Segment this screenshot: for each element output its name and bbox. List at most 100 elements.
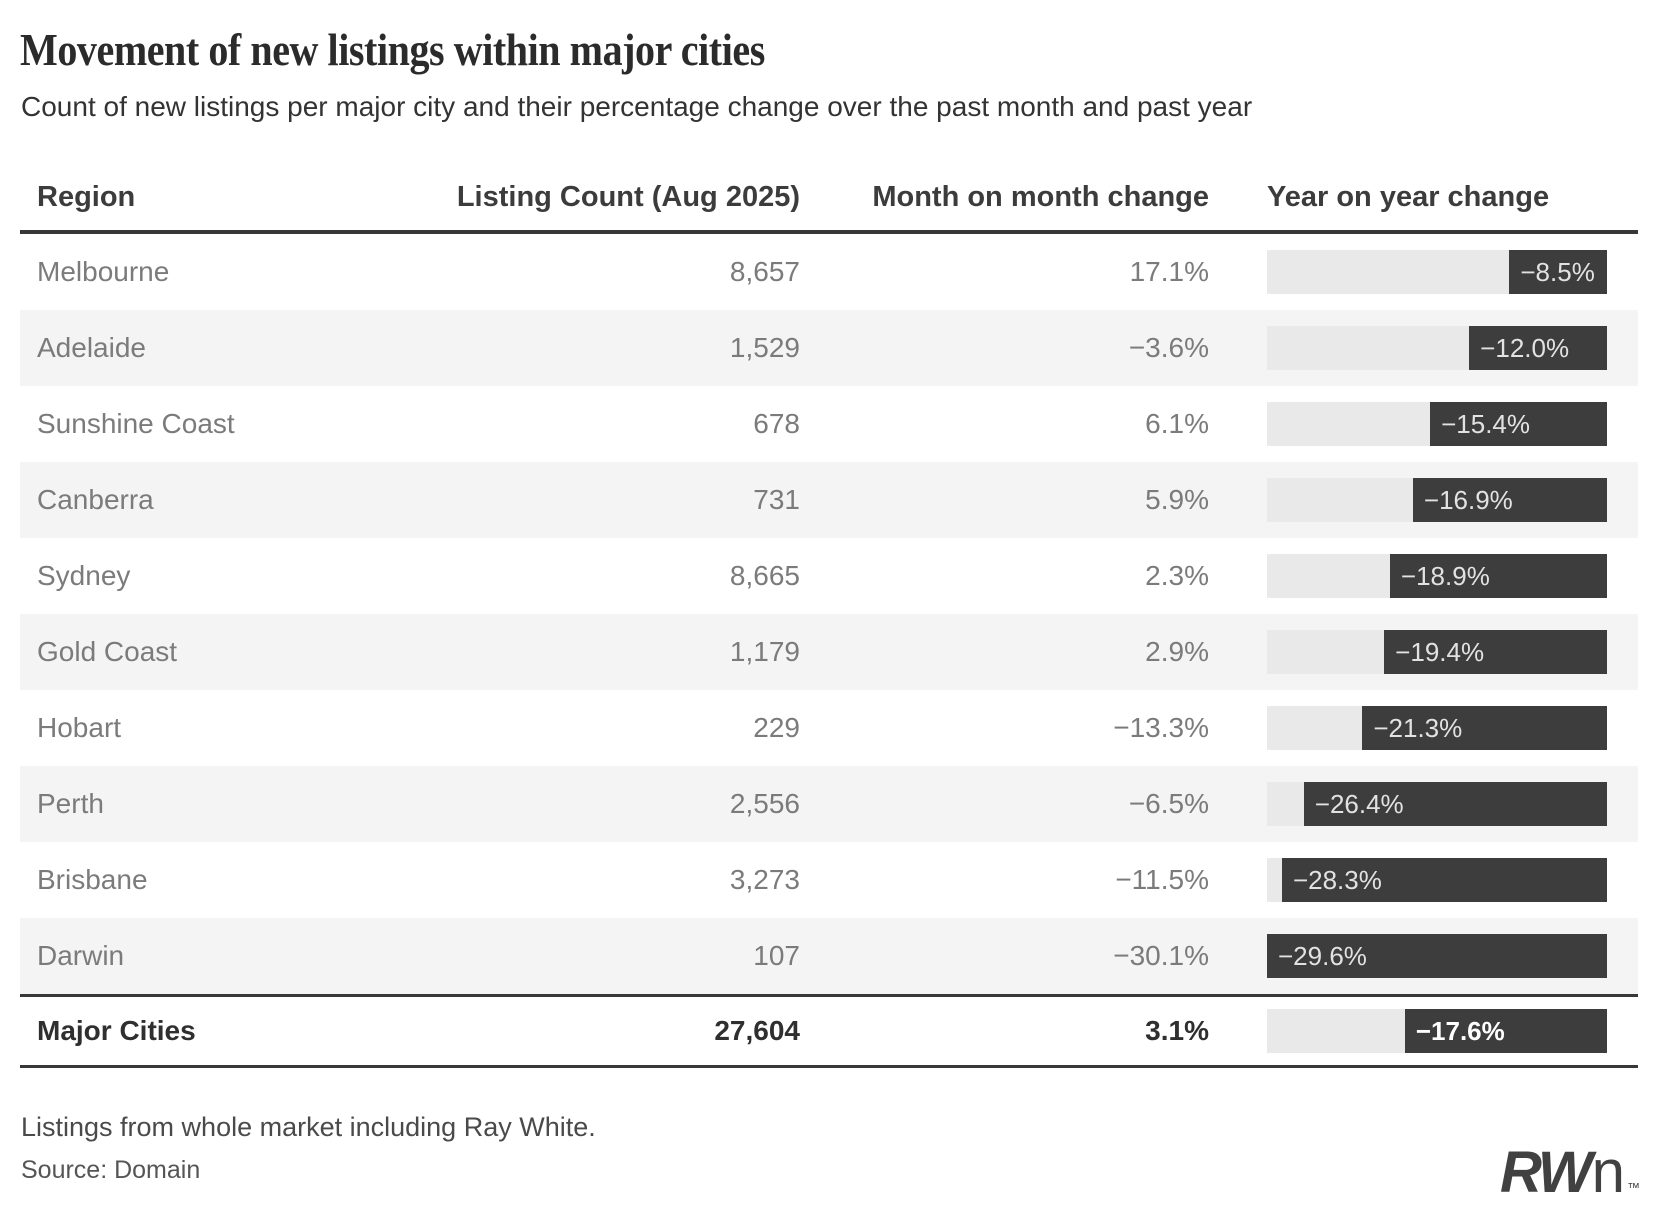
rwn-logo: RWn ™ — [1500, 1142, 1640, 1202]
mom-change-cell: −13.3% — [1113, 712, 1209, 744]
region-cell: Adelaide — [37, 332, 146, 364]
yoy-bar-label: −29.6% — [1278, 940, 1367, 971]
yoy-change-cell: −26.4% — [1209, 782, 1638, 827]
yoy-bar: −8.5% — [1509, 250, 1607, 295]
column-header-region: Region — [37, 181, 136, 214]
yoy-bar: −12.0% — [1469, 326, 1607, 371]
yoy-bar-track: −17.6% — [1267, 1009, 1607, 1054]
listing-count-cell: 1,179 — [729, 636, 800, 668]
table-row: Sunshine Coast 678 6.1% −15.4% — [20, 386, 1638, 462]
yoy-bar-label: −17.6% — [1415, 1015, 1505, 1046]
footnote: Listings from whole market including Ray… — [21, 1112, 596, 1143]
listings-table: Region Listing Count (Aug 2025) Month on… — [20, 171, 1638, 1069]
mom-change-cell: 3.1% — [1145, 1015, 1209, 1047]
region-cell: Gold Coast — [37, 636, 178, 668]
yoy-change-cell: −29.6% — [1209, 934, 1638, 979]
yoy-bar-label: −18.9% — [1400, 560, 1490, 591]
column-header-listing-count: Listing Count (Aug 2025) — [456, 181, 800, 214]
table-row: Canberra 731 5.9% −16.9% — [20, 462, 1638, 539]
table-row: Hobart 229 −13.3% −21.3% — [20, 690, 1638, 766]
yoy-bar: −18.9% — [1389, 554, 1607, 599]
yoy-bar: −29.6% — [1267, 934, 1607, 979]
region-cell: Major Cities — [37, 1015, 196, 1047]
yoy-bar-label: −26.4% — [1314, 788, 1404, 819]
yoy-bar-track: −26.4% — [1267, 782, 1607, 827]
region-cell: Sunshine Coast — [37, 408, 235, 440]
page-subtitle: Count of new listings per major city and… — [21, 90, 1253, 122]
rwn-logo-trademark: ™ — [1627, 1180, 1640, 1195]
region-cell: Hobart — [37, 712, 122, 744]
listing-count-cell: 2,556 — [729, 788, 800, 820]
region-cell: Darwin — [37, 940, 125, 972]
yoy-bar-label: −28.3% — [1292, 864, 1382, 895]
table-header-row: Region Listing Count (Aug 2025) Month on… — [20, 171, 1638, 235]
region-cell: Brisbane — [37, 864, 148, 896]
region-cell: Canberra — [37, 484, 154, 516]
mom-change-cell: 6.1% — [1145, 408, 1209, 440]
rwn-logo-n: n — [1591, 1138, 1625, 1205]
yoy-change-cell: −28.3% — [1209, 858, 1638, 903]
yoy-bar-label: −12.0% — [1480, 332, 1570, 363]
yoy-bar-track: −15.4% — [1267, 402, 1607, 447]
yoy-bar: −26.4% — [1303, 782, 1607, 827]
listing-count-cell: 731 — [753, 484, 800, 516]
page-title: Movement of new listings within major ci… — [20, 24, 765, 75]
table-body: Melbourne 8,657 17.1% −8.5% Adelaide 1,5… — [20, 234, 1638, 1069]
region-cell: Melbourne — [37, 256, 170, 288]
listing-count-cell: 3,273 — [729, 864, 800, 896]
table-row: Perth 2,556 −6.5% −26.4% — [20, 766, 1638, 843]
source-line: Source: Domain — [21, 1156, 201, 1185]
yoy-bar-label: −8.5% — [1520, 256, 1595, 287]
table-row: Adelaide 1,529 −3.6% −12.0% — [20, 310, 1638, 387]
listing-count-cell: 678 — [753, 408, 800, 440]
mom-change-cell: −11.5% — [1115, 864, 1209, 896]
yoy-bar: −19.4% — [1384, 630, 1607, 675]
mom-change-cell: −3.6% — [1128, 332, 1209, 364]
yoy-bar: −21.3% — [1362, 706, 1607, 751]
listing-count-cell: 27,604 — [714, 1015, 800, 1047]
yoy-change-cell: −16.9% — [1209, 478, 1638, 523]
yoy-bar-track: −28.3% — [1267, 858, 1607, 903]
mom-change-cell: 5.9% — [1145, 484, 1209, 516]
listing-count-cell: 8,665 — [729, 560, 800, 592]
table-row: Sydney 8,665 2.3% −18.9% — [20, 538, 1638, 614]
yoy-change-cell: −21.3% — [1209, 706, 1638, 751]
yoy-change-cell: −15.4% — [1209, 402, 1638, 447]
listing-count-cell: 107 — [753, 940, 800, 972]
yoy-bar-label: −19.4% — [1395, 636, 1485, 667]
table-row: Gold Coast 1,179 2.9% −19.4% — [20, 614, 1638, 691]
table-row: Major Cities 27,604 3.1% −17.6% — [20, 994, 1638, 1069]
yoy-bar: −15.4% — [1430, 402, 1607, 447]
mom-change-cell: 2.3% — [1145, 560, 1209, 592]
yoy-bar-track: −19.4% — [1267, 630, 1607, 675]
listing-count-cell: 8,657 — [729, 256, 800, 288]
column-header-yoy-change: Year on year change — [1267, 181, 1550, 214]
yoy-bar-track: −12.0% — [1267, 326, 1607, 371]
table-row: Darwin 107 −30.1% −29.6% — [20, 918, 1638, 995]
yoy-change-cell: −19.4% — [1209, 630, 1638, 675]
mom-change-cell: 17.1% — [1129, 256, 1209, 288]
yoy-bar: −28.3% — [1281, 858, 1607, 903]
yoy-bar-track: −8.5% — [1267, 250, 1607, 295]
listing-count-cell: 1,529 — [729, 332, 800, 364]
yoy-bar: −16.9% — [1412, 478, 1607, 523]
region-cell: Sydney — [37, 560, 131, 592]
yoy-bar-track: −16.9% — [1267, 478, 1607, 523]
mom-change-cell: −30.1% — [1113, 940, 1209, 972]
mom-change-cell: 2.9% — [1145, 636, 1209, 668]
yoy-bar-label: −21.3% — [1373, 712, 1463, 743]
region-cell: Perth — [37, 788, 104, 820]
yoy-bar-track: −18.9% — [1267, 554, 1607, 599]
yoy-bar-label: −15.4% — [1441, 408, 1531, 439]
table-row: Melbourne 8,657 17.1% −8.5% — [20, 234, 1638, 310]
table-row: Brisbane 3,273 −11.5% −28.3% — [20, 842, 1638, 918]
rwn-logo-rw: RW — [1500, 1140, 1593, 1205]
listing-count-cell: 229 — [753, 712, 800, 744]
yoy-bar: −17.6% — [1404, 1009, 1607, 1054]
yoy-change-cell: −17.6% — [1209, 1009, 1638, 1054]
yoy-change-cell: −8.5% — [1209, 250, 1638, 295]
column-header-mom-change: Month on month change — [872, 181, 1209, 214]
yoy-bar-track: −21.3% — [1267, 706, 1607, 751]
yoy-change-cell: −12.0% — [1209, 326, 1638, 371]
